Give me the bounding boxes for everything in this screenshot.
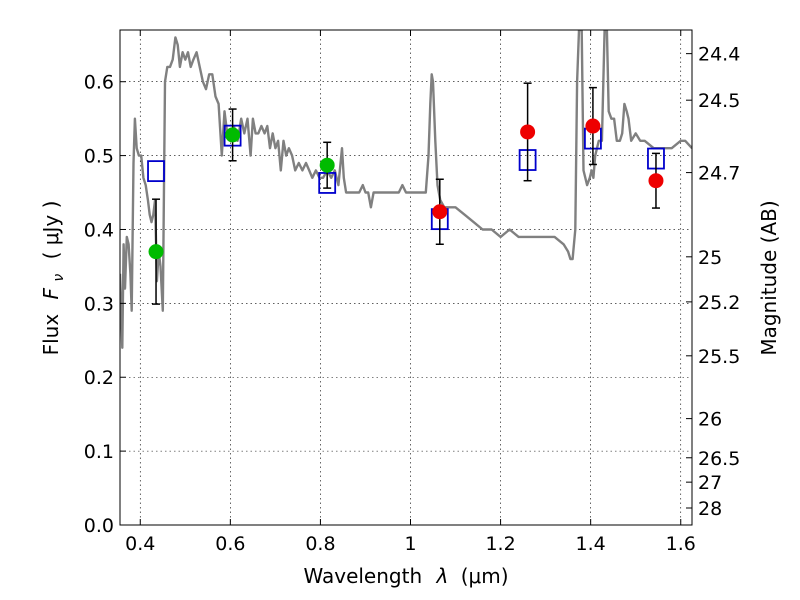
y-tick-label: 0.0 xyxy=(84,515,114,537)
x-tick-label: 1.6 xyxy=(666,533,696,555)
y2-tick-label: 24.5 xyxy=(698,90,740,112)
y-tick-label: 0.3 xyxy=(84,293,114,315)
observed-flux-point xyxy=(585,118,601,134)
x-axis-label-prefix: Wavelength xyxy=(303,564,422,588)
observed-flux-point xyxy=(148,244,164,260)
y-tick-label: 0.4 xyxy=(84,219,114,241)
y2-tick-label: 25.5 xyxy=(698,346,740,368)
plot-area xyxy=(120,30,692,349)
y2-tick-label: 24.4 xyxy=(698,44,740,66)
y2-tick-label: 24.7 xyxy=(698,163,740,185)
x-tick-label: 0.4 xyxy=(125,533,155,555)
x-tick-label: 0.8 xyxy=(305,533,335,555)
y-axis-label-prefix: Flux xyxy=(39,314,63,356)
x-tick-label: 1.4 xyxy=(576,533,606,555)
x-tick-label: 1.2 xyxy=(485,533,515,555)
observed-flux-point xyxy=(432,204,448,220)
y-tick-label: 0.5 xyxy=(84,146,114,168)
y2-tick-label: 28 xyxy=(698,498,722,520)
observed-flux-point xyxy=(225,127,241,143)
observed-flux-point xyxy=(319,157,335,173)
y2-tick-label: 25 xyxy=(698,247,722,269)
y-axis-label-subscript: ν xyxy=(51,274,67,282)
observed-flux-point xyxy=(648,173,664,189)
y2-tick-label: 25.2 xyxy=(698,292,740,314)
y-axis-label-unit: ( μJy ) xyxy=(39,201,63,260)
model-spectrum-line xyxy=(120,30,692,349)
x-axis-label-symbol: λ xyxy=(436,564,449,588)
y2-tick-label: 26 xyxy=(698,409,722,431)
axis-ticks: 0.4 0.6 0.8 1 1.2 1.4 1.6 0.0 0.1 0.2 0.3 0.4 0.5 0.6… xyxy=(84,30,740,555)
plot-frame xyxy=(119,29,693,526)
y-tick-label: 0.6 xyxy=(84,72,114,94)
y2-axis-label: Magnitude (AB) xyxy=(757,200,781,355)
x-tick-label: 0.6 xyxy=(215,533,245,555)
x-axis-label-unit: (μm) xyxy=(461,564,509,588)
y-tick-label: 0.2 xyxy=(84,367,114,389)
observed-flux-point xyxy=(520,124,536,140)
x-axis-label: Wavelength λ (μm) xyxy=(303,564,508,588)
grid xyxy=(120,30,692,526)
y2-tick-label: 26.5 xyxy=(698,448,740,470)
y-axis-label: Flux F ν ( μJy ) xyxy=(39,201,68,356)
y2-tick-label: 27 xyxy=(698,472,722,494)
x-tick-label: 1 xyxy=(404,533,416,555)
y-tick-label: 0.1 xyxy=(84,441,114,463)
y-axis-label-symbol: F xyxy=(39,287,63,299)
model-flux-marker xyxy=(147,160,165,183)
